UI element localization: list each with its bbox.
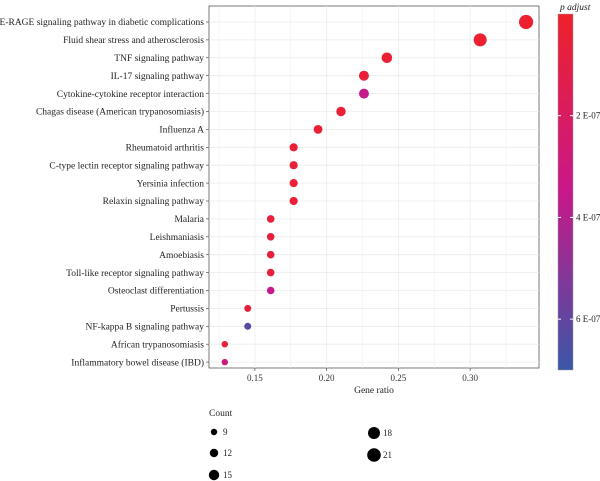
data-point (266, 250, 275, 259)
data-point (266, 215, 275, 223)
category-label: Cytokine-cytokine receptor interaction (57, 90, 204, 100)
category-label: Chagas disease (American trypanosomiasis… (36, 107, 204, 118)
color-tick-label: 2 E-07 (576, 111, 600, 121)
category-label: Osteoclast differentiation (108, 286, 204, 297)
category-label: Rheumatoid arthritis (126, 144, 205, 154)
size-legend-dot (367, 448, 381, 462)
data-point (221, 341, 228, 348)
category-label: Relaxin signaling pathway (103, 197, 205, 207)
data-point (518, 14, 534, 30)
size-legend-label: 9 (223, 427, 228, 437)
data-point (336, 106, 346, 117)
data-point (221, 358, 228, 366)
category-label: Influenza A (159, 125, 204, 136)
category-label: IL-17 signaling pathway (111, 72, 205, 82)
category-label: Inflammatory bowel disease (IBD) (71, 357, 204, 368)
category-label: Leishmaniasis (150, 233, 205, 243)
size-legend-label: 21 (383, 450, 392, 460)
color-tick-label: 4 E-07 (576, 212, 600, 222)
data-point (289, 196, 298, 206)
category-labels: AGE-RAGE signaling pathway in diabetic c… (0, 18, 209, 368)
data-point (313, 124, 323, 134)
size-legend-dot (209, 448, 219, 458)
x-tick-label: 0.25 (391, 373, 407, 383)
color-legend-title: p adjust (559, 3, 591, 13)
data-point (473, 33, 487, 47)
x-axis-title: Gene ratio (354, 386, 394, 396)
data-point (358, 88, 369, 99)
category-label: Toll-like receptor signaling pathway (66, 269, 204, 279)
category-label: African trypanosomiasis (111, 339, 204, 350)
category-label: C-type lectin receptor signaling pathway (49, 161, 204, 171)
size-legend-title: Count (209, 409, 233, 419)
x-tick-label: 0.15 (247, 373, 263, 383)
category-label: TNF signaling pathway (114, 54, 204, 64)
data-point (358, 70, 369, 81)
size-legend-label: 18 (383, 428, 393, 438)
category-label: AGE-RAGE signaling pathway in diabetic c… (0, 18, 204, 28)
color-tick-label: 6 E-07 (576, 314, 600, 324)
data-point (244, 322, 252, 330)
data-point (381, 52, 393, 64)
data-point (266, 233, 275, 241)
x-tick-label: 0.20 (319, 373, 335, 383)
size-legend-dot (210, 428, 218, 436)
x-tick-label: 0.30 (462, 373, 478, 383)
data-point (289, 179, 298, 188)
data-point (289, 161, 298, 170)
size-legend-label: 12 (223, 448, 232, 458)
category-label: Fluid shear stress and atherosclerosis (63, 36, 204, 46)
points (221, 14, 534, 366)
color-legend-bar (557, 13, 574, 371)
category-label: Pertussis (170, 305, 204, 315)
data-point (266, 286, 275, 295)
plot-panel (208, 5, 540, 369)
size-legend-label: 15 (223, 470, 233, 480)
size-legend-dot (208, 469, 220, 481)
data-point (244, 304, 252, 312)
size-legend-dot (368, 427, 380, 439)
data-point (266, 268, 275, 277)
category-label: Yersinia infection (137, 178, 205, 189)
category-label: Amoebiasis (159, 251, 204, 261)
grid (209, 6, 539, 368)
x-axis-ticks: 0.15 0.20 0.25 0.30 (247, 368, 479, 383)
size-legend: 9 12 15 18 21 (208, 427, 393, 481)
category-label: Malaria (174, 215, 204, 225)
category-label: NF-kappa B signaling pathway (86, 323, 205, 333)
color-legend-ticks: 2 E-07 4 E-07 6 E-07 (558, 111, 600, 324)
data-point (289, 143, 298, 152)
